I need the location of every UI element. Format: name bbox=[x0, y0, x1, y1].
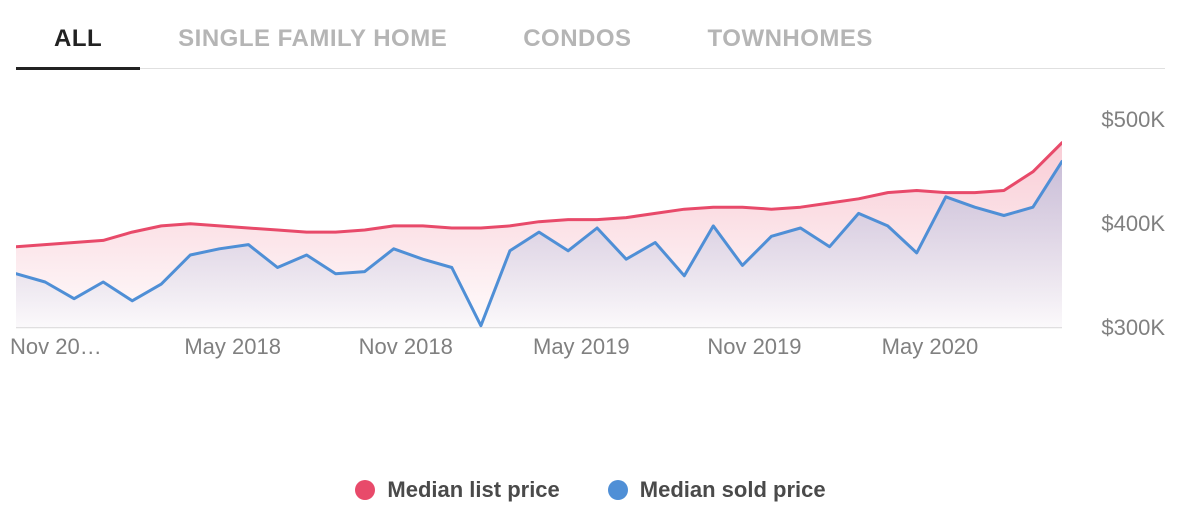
x-tick-label: May 2019 bbox=[533, 334, 630, 360]
x-tick-label: Nov 2018 bbox=[359, 334, 453, 360]
x-tick-label: May 2018 bbox=[184, 334, 281, 360]
y-tick-label: $400K bbox=[1101, 211, 1165, 237]
tab-townhomes[interactable]: TOWNHOMES bbox=[670, 15, 911, 70]
chart-canvas bbox=[16, 99, 1062, 359]
x-tick-label: Nov 20… bbox=[10, 334, 102, 360]
tab-single-family[interactable]: SINGLE FAMILY HOME bbox=[140, 15, 485, 70]
chart-legend: Median list price Median sold price bbox=[16, 477, 1165, 503]
x-tick-label: May 2020 bbox=[882, 334, 979, 360]
tab-all[interactable]: ALL bbox=[16, 15, 140, 70]
legend-label-sold-price: Median sold price bbox=[640, 477, 826, 503]
legend-item-list-price: Median list price bbox=[355, 477, 559, 503]
x-axis-labels: Nov 20…May 2018Nov 2018May 2019Nov 2019M… bbox=[16, 334, 1062, 362]
swatch-sold-price-icon bbox=[608, 480, 628, 500]
legend-item-sold-price: Median sold price bbox=[608, 477, 826, 503]
y-tick-label: $300K bbox=[1101, 315, 1165, 341]
tabs-bar: ALL SINGLE FAMILY HOME CONDOS TOWNHOMES bbox=[16, 14, 1165, 69]
y-axis-labels: $300K $400K $500K bbox=[1075, 99, 1165, 419]
tab-condos[interactable]: CONDOS bbox=[485, 15, 669, 70]
price-chart: $300K$400K$500K Nov 20…May 2018Nov 2018M… bbox=[16, 99, 1165, 419]
x-tick-label: Nov 2019 bbox=[707, 334, 801, 360]
y-tick-label: $500K bbox=[1101, 107, 1165, 133]
swatch-list-price-icon bbox=[355, 480, 375, 500]
legend-label-list-price: Median list price bbox=[387, 477, 559, 503]
